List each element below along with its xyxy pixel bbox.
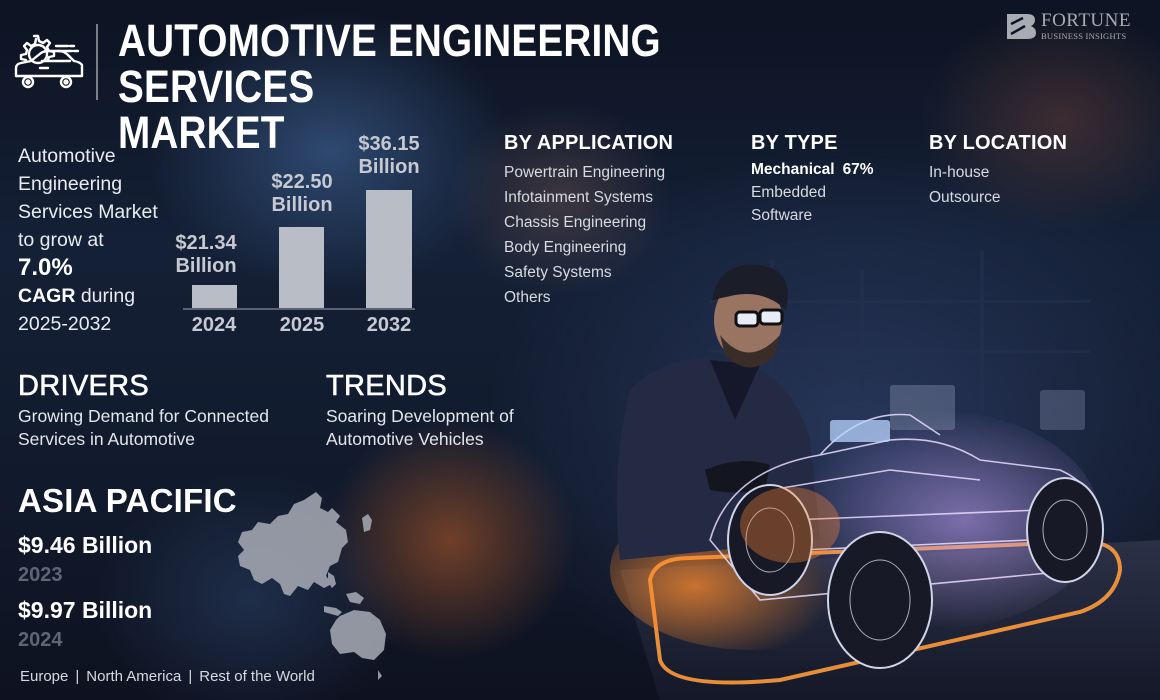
trends-heading: TRENDS <box>326 370 448 403</box>
type-share: 67% <box>842 161 874 178</box>
header-divider <box>96 24 98 100</box>
bar-unit-2024: Billion <box>175 255 237 277</box>
brand-subtitle: BUSINESS INSIGHTS <box>1041 31 1127 41</box>
cagr-value: 7.0% <box>18 254 73 281</box>
gear-car-icon <box>12 32 84 94</box>
region-north-america: North America <box>86 668 182 685</box>
x-tick-2025: 2025 <box>279 314 325 336</box>
type-list: Mechanical 67% Embedded Software <box>751 158 874 227</box>
bar-2032 <box>366 190 412 308</box>
brand-name: FORTUNE <box>1041 10 1131 31</box>
market-summary: Automotive Engineering Services Market t… <box>18 142 188 338</box>
summary-line-4: to grow at <box>18 229 104 251</box>
summary-line-3: Services Market <box>18 201 158 223</box>
region-value-2023: $9.46 Billion 2023 <box>18 532 152 587</box>
summary-line-1: Automotive <box>18 145 116 167</box>
region-amount-2024: $9.97 Billion <box>18 597 153 623</box>
region-heading: ASIA PACIFIC <box>18 482 237 519</box>
location-item: In-house <box>929 164 990 181</box>
cagr-line: CAGR during <box>18 282 188 310</box>
cagr-during: during <box>75 285 136 307</box>
region-rest-of-world: Rest of the World <box>199 668 315 685</box>
region-europe: Europe <box>20 668 69 685</box>
x-tick-2032: 2032 <box>366 314 412 336</box>
region-year-2023: 2023 <box>18 564 63 586</box>
application-list: Powertrain Engineering Infotainment Syst… <box>504 160 673 310</box>
summary-line-2: Engineering <box>18 173 123 195</box>
cagr-label: CAGR <box>18 285 76 307</box>
segment-by-application: BY APPLICATION Powertrain Engineering In… <box>504 132 673 310</box>
application-item: Powertrain Engineering <box>504 164 666 181</box>
drivers-section: DRIVERS Growing Demand for Connected Ser… <box>18 370 269 451</box>
region-separator: | <box>75 668 80 685</box>
bar-unit-2032: Billion <box>358 156 420 178</box>
trends-line-2: Automotive Vehicles <box>326 429 484 449</box>
location-list: In-house Outsource <box>929 160 1067 210</box>
application-item: Others <box>504 289 551 306</box>
location-item: Outsource <box>929 189 1001 206</box>
type-item-software: Software <box>751 207 813 224</box>
x-tick-2024: 2024 <box>191 314 237 336</box>
bar-label-2025: $22.50 Billion <box>257 171 347 217</box>
asia-pacific-map-icon <box>228 490 398 690</box>
region-separator: | <box>188 668 193 685</box>
drivers-heading: DRIVERS <box>18 370 150 403</box>
drivers-line-2: Services in Automotive <box>18 429 196 449</box>
trends-line-1: Soaring Development of <box>326 406 514 426</box>
bar-value-2025: $22.50 <box>271 171 333 193</box>
chart-baseline <box>183 308 415 310</box>
application-item: Body Engineering <box>504 239 627 256</box>
region-year-2024: 2024 <box>18 629 63 651</box>
trends-section: TRENDS Soaring Development of Automotive… <box>326 370 514 451</box>
application-item: Chassis Engineering <box>504 214 647 231</box>
forecast-period: 2025-2032 <box>18 313 112 335</box>
type-item-mechanical: Mechanical 67% <box>751 158 874 181</box>
drivers-text: Growing Demand for Connected Services in… <box>18 405 269 451</box>
bar-2024 <box>192 285 237 308</box>
trends-text: Soaring Development of Automotive Vehicl… <box>326 405 514 451</box>
bar-value-2032: $36.15 <box>358 133 420 155</box>
bar-unit-2025: Billion <box>271 194 333 216</box>
type-item-embedded: Embedded <box>751 184 826 201</box>
region-amount-2023: $9.46 Billion <box>18 532 153 558</box>
segment-by-location: BY LOCATION In-house Outsource <box>929 132 1067 210</box>
bar-label-2024: $21.34 Billion <box>161 232 251 278</box>
drivers-line-1: Growing Demand for Connected <box>18 406 269 426</box>
title-line-1: AUTOMOTIVE ENGINEERING SERVICES <box>118 15 661 112</box>
bar-2025 <box>279 227 324 308</box>
segment-heading-location: BY LOCATION <box>929 132 1068 154</box>
application-item: Safety Systems <box>504 264 612 281</box>
application-item: Infotainment Systems <box>504 189 654 206</box>
title-line-2: MARKET <box>118 107 285 158</box>
engineer-holographic-car-illustration <box>560 240 1160 700</box>
region-value-2024: $9.97 Billion 2024 <box>18 597 152 652</box>
segment-heading-type: BY TYPE <box>751 132 838 154</box>
type-label: Mechanical <box>751 161 835 178</box>
fortune-b-logo-icon <box>1007 14 1036 39</box>
page-title: AUTOMOTIVE ENGINEERING SERVICES MARKET <box>118 18 840 156</box>
market-size-bar-chart: $21.34 Billion $22.50 Billion $36.15 Bil… <box>175 130 428 340</box>
segment-heading-application: BY APPLICATION <box>504 132 674 154</box>
bar-value-2024: $21.34 <box>175 232 237 254</box>
other-regions: Europe | North America | Rest of the World <box>20 668 315 685</box>
segment-by-type: BY TYPE Mechanical 67% Embedded Software <box>751 132 874 227</box>
bar-label-2032: $36.15 Billion <box>344 133 434 179</box>
brand-logo: FORTUNE BUSINESS INSIGHTS <box>1005 10 1155 42</box>
